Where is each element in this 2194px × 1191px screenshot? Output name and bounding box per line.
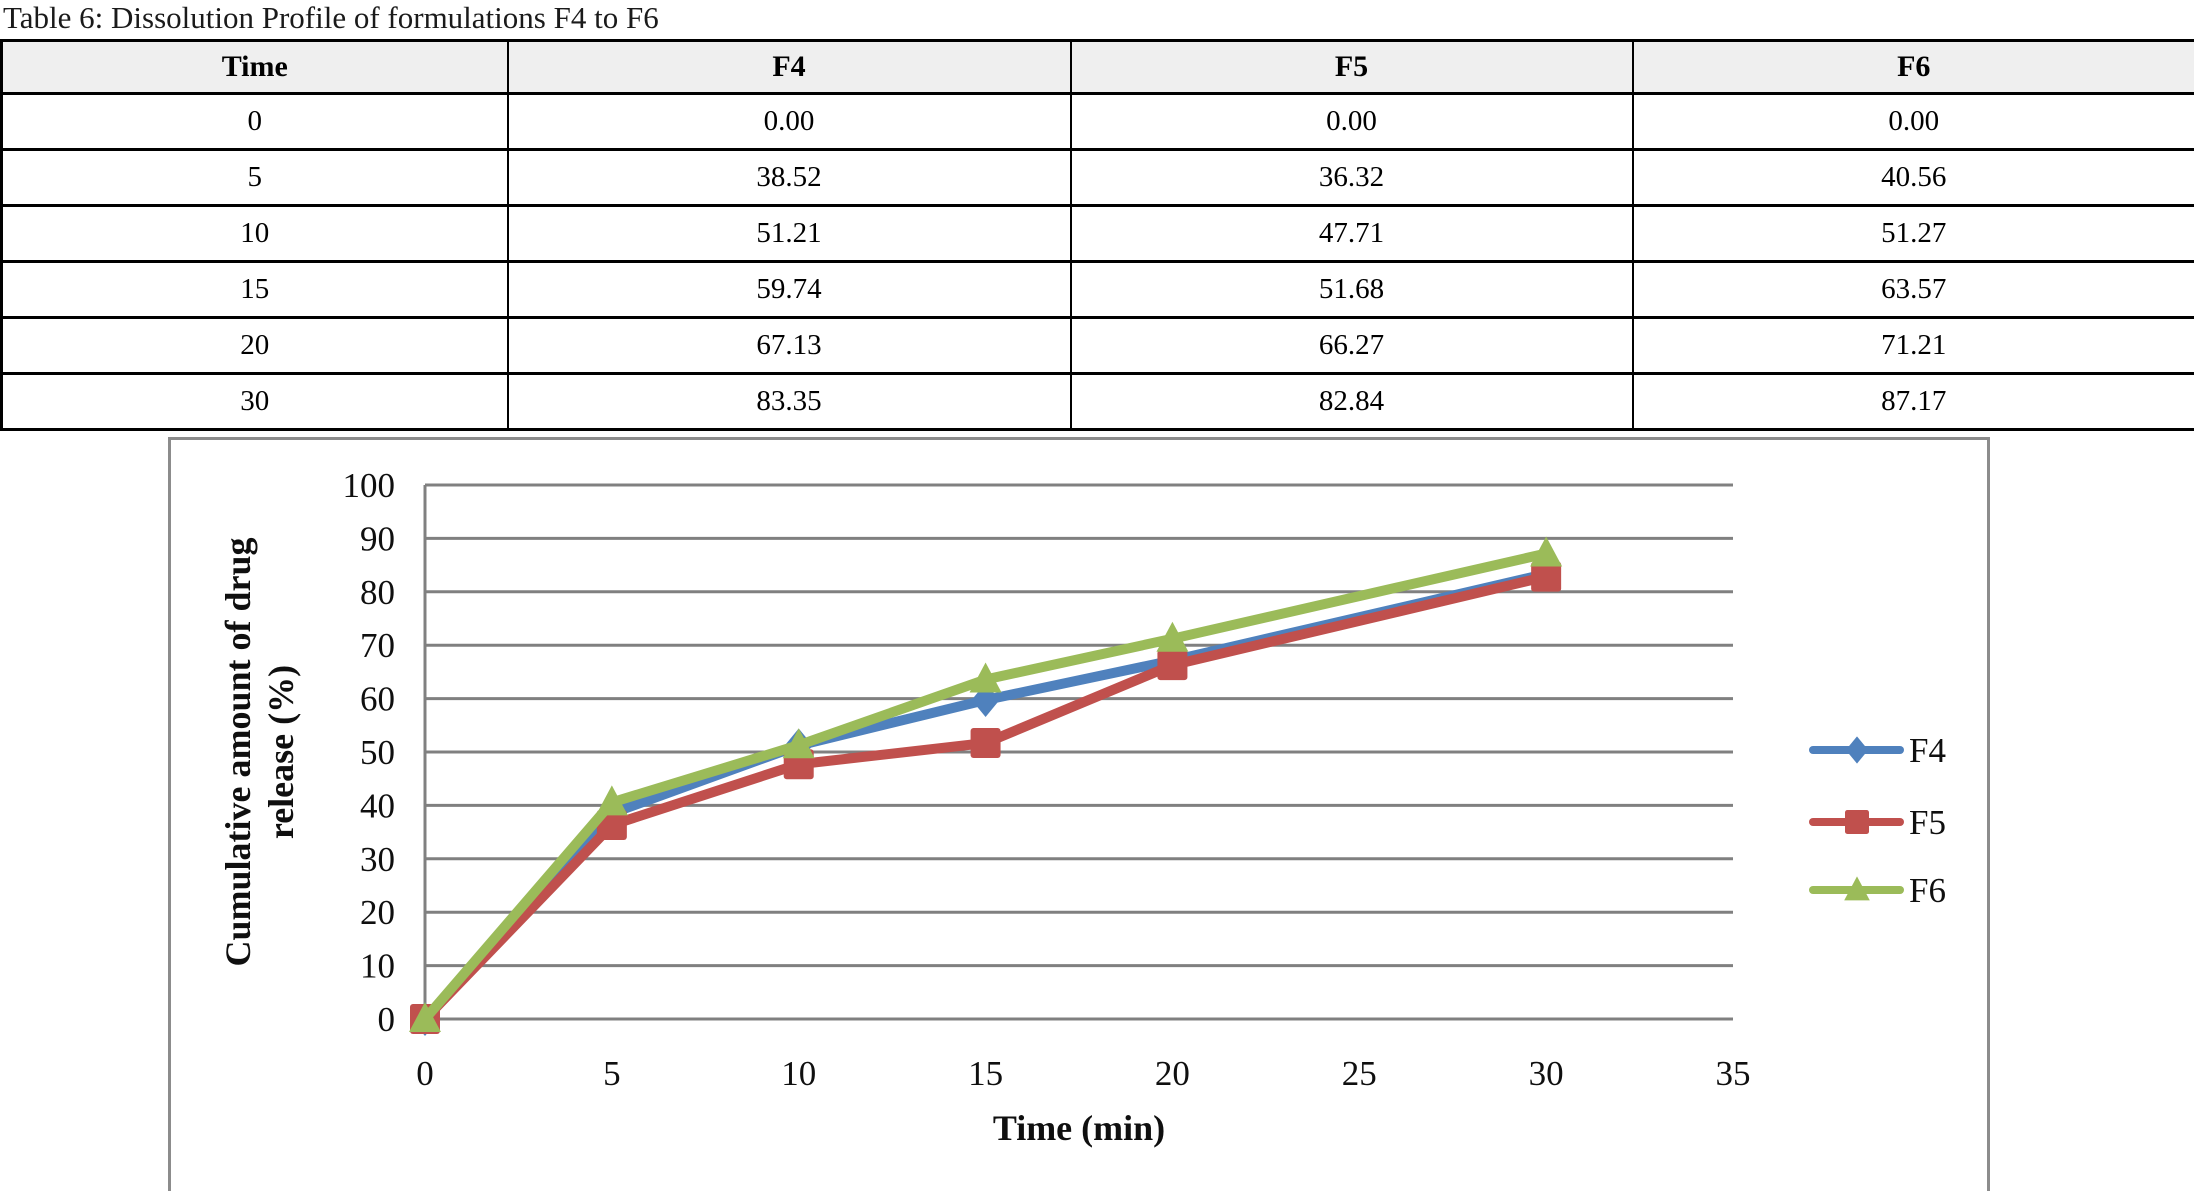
- y-tick-label: 0: [378, 1000, 396, 1039]
- x-tick-label: 35: [1716, 1054, 1751, 1093]
- table-row: 0 0.00 0.00 0.00: [0, 92, 2194, 151]
- y-tick-label: 50: [360, 733, 395, 772]
- series-F4-line: [420, 568, 1552, 1024]
- x-tick-label: 30: [1529, 1054, 1564, 1093]
- series-F6-marker: [1530, 536, 1563, 567]
- table-cell: 82.84: [1069, 372, 1634, 431]
- y-tick-label: 80: [360, 573, 395, 612]
- table-cell: 0.00: [506, 92, 1072, 151]
- table-cell: 36.32: [1069, 148, 1634, 207]
- legend-item-F5: F5: [1809, 803, 1946, 842]
- series-F6-line: [420, 548, 1552, 1024]
- table-cell: 66.27: [1069, 316, 1634, 375]
- table-header-cell: F6: [1631, 39, 2194, 95]
- x-tick-label: 15: [968, 1054, 1003, 1093]
- legend-label: F6: [1909, 871, 1946, 910]
- table-cell: 51.68: [1069, 260, 1634, 319]
- x-tick-label: 0: [416, 1054, 434, 1093]
- chart-container: 0 10 20 30 40 50 60 70 80 90 100 0 5 10 15 20 25 30 35 Time…: [168, 437, 1990, 1191]
- legend-marker-diamond: [1845, 736, 1869, 764]
- x-axis-title: Time (min): [993, 1108, 1165, 1148]
- legend-item-F4: F4: [1809, 731, 1946, 770]
- chart-legend: F4 F5 F6: [1809, 731, 1946, 910]
- table-cell: 0.00: [1631, 92, 2194, 151]
- table-header-cell: F4: [506, 39, 1072, 95]
- series-F6-marker: [595, 785, 628, 816]
- y-tick-label: 70: [360, 626, 395, 665]
- x-tick-labels: 0 5 10 15 20 25 30 35: [416, 1054, 1750, 1093]
- legend-marker-triangle: [1844, 876, 1870, 901]
- series-F5: [410, 561, 1562, 1034]
- y-tick-label: 10: [360, 947, 395, 986]
- table-cell: 30: [0, 372, 509, 431]
- table-cell: 20: [0, 316, 509, 375]
- table-cell: 15: [0, 260, 509, 319]
- y-tick-label: 30: [360, 840, 395, 879]
- table-cell: 87.17: [1631, 372, 2194, 431]
- series-F6-marker: [782, 728, 815, 759]
- table-header-row: Time F4 F5 F6: [0, 39, 2194, 95]
- legend-marker-square: [1845, 810, 1869, 834]
- series-F5-marker: [970, 728, 1001, 759]
- table-cell: 10: [0, 204, 509, 263]
- y-tick-label: 40: [360, 786, 395, 825]
- series-F6: [409, 536, 1563, 1032]
- table-caption: Table 6: Dissolution Profile of formulat…: [3, 0, 659, 35]
- y-tick-label: 60: [360, 680, 395, 719]
- legend-label: F4: [1909, 731, 1946, 770]
- table-cell: 40.56: [1631, 148, 2194, 207]
- y-tick-labels: 0 10 20 30 40 50 60 70 80 90 100: [343, 466, 396, 1039]
- table-cell: 83.35: [506, 372, 1072, 431]
- table-cell: 51.21: [506, 204, 1072, 263]
- series-F5-line: [420, 571, 1552, 1024]
- legend-label: F5: [1909, 803, 1946, 842]
- table-cell: 0.00: [1069, 92, 1634, 151]
- table-cell: 71.21: [1631, 316, 2194, 375]
- table-cell: 5: [0, 148, 509, 207]
- series-F5-marker: [1531, 561, 1562, 592]
- dissolution-table: Time F4 F5 F6 0 0.00 0.00 0.00 5 38.52 36.32 40.56…: [0, 39, 2194, 431]
- dissolution-line-chart: 0 10 20 30 40 50 60 70 80 90 100 0 5 10 15 20 25 30 35 Time…: [218, 466, 1946, 1148]
- table-cell: 38.52: [506, 148, 1072, 207]
- table-head: Time F4 F5 F6: [0, 39, 2194, 95]
- y-tick-label: 20: [360, 893, 395, 932]
- table-row: 30 83.35 82.84 87.17: [0, 372, 2194, 431]
- table-cell: 63.57: [1631, 260, 2194, 319]
- table-row: 5 38.52 36.32 40.56: [0, 148, 2194, 207]
- x-tick-label: 25: [1342, 1054, 1377, 1093]
- y-axis-title-line2: release (%): [261, 665, 301, 839]
- gridlines: [425, 483, 1733, 1021]
- y-axis-title-line1: Cumulative amount of drug: [218, 537, 258, 966]
- table-row: 15 59.74 51.68 63.57: [0, 260, 2194, 319]
- table-cell: 0: [0, 92, 509, 151]
- table-header-cell: Time: [0, 39, 509, 95]
- table-header-cell: F5: [1069, 39, 1634, 95]
- x-tick-label: 10: [781, 1054, 816, 1093]
- series-F5-marker: [1157, 650, 1188, 681]
- legend-item-F6: F6: [1809, 871, 1946, 910]
- table-row: 10 51.21 47.71 51.27: [0, 204, 2194, 263]
- y-axis-title: Cumulative amount of drug release (%): [218, 537, 301, 966]
- table-row: 20 67.13 66.27 71.21: [0, 316, 2194, 375]
- y-tick-label: 100: [343, 466, 396, 505]
- x-tick-label: 20: [1155, 1054, 1190, 1093]
- y-tick-label: 90: [360, 519, 395, 558]
- series-F6-marker: [1156, 621, 1189, 652]
- table-body: 0 0.00 0.00 0.00 5 38.52 36.32 40.56 10 51.21 47.7…: [0, 92, 2194, 431]
- table-cell: 67.13: [506, 316, 1072, 375]
- series-F6-marker: [409, 1002, 441, 1032]
- table-cell: 51.27: [1631, 204, 2194, 263]
- table-cell: 59.74: [506, 260, 1072, 319]
- table-cell: 47.71: [1069, 204, 1634, 263]
- x-tick-label: 5: [603, 1054, 621, 1093]
- series-F6-marker: [969, 662, 1002, 693]
